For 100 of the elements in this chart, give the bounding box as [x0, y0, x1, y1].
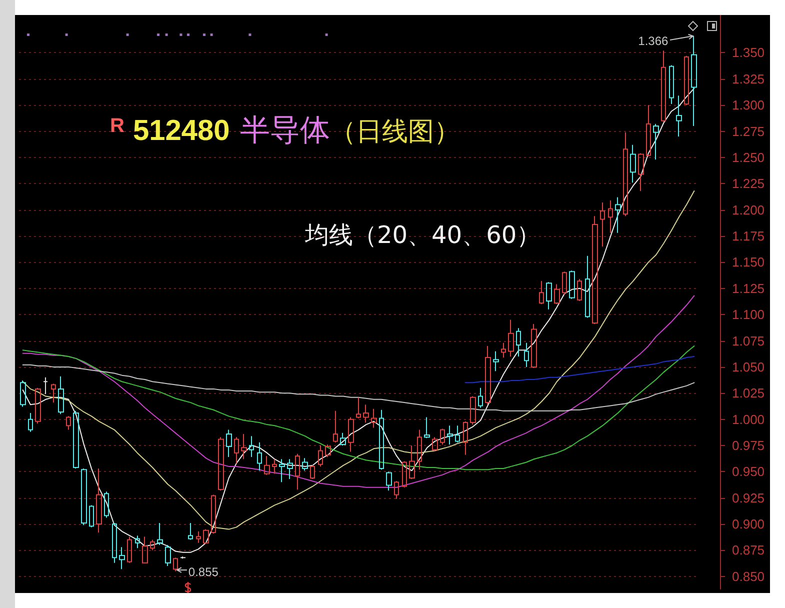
y-tick-label: 1.300: [732, 98, 765, 113]
candlestick: [394, 480, 399, 500]
candlestick: [440, 428, 445, 445]
candlestick: [211, 494, 216, 534]
candlestick: [638, 152, 644, 192]
y-tick-label: 1.150: [732, 254, 765, 270]
candlestick: [470, 396, 476, 426]
candlestick: [66, 416, 71, 430]
y-tick-label: 1.075: [732, 333, 765, 348]
line-series: [22, 345, 695, 470]
candlestick: [203, 528, 209, 544]
candlestick: [325, 444, 331, 458]
candlestick: [20, 380, 26, 408]
candlestick: [257, 442, 262, 472]
text: 512480 半导体: [133, 113, 330, 148]
candlestick: [363, 404, 369, 423]
annotation: 0.855: [188, 565, 218, 580]
candlestick: [241, 433, 247, 460]
candlestick: [402, 460, 407, 488]
candlestick: [81, 468, 87, 526]
candlestick: [562, 271, 567, 296]
line-series: [22, 295, 695, 488]
candlestick: [592, 216, 598, 324]
candlestick: [546, 282, 552, 310]
annotation: 1.366: [638, 34, 668, 48]
candlestick: [684, 55, 689, 106]
candlestick: [310, 464, 315, 480]
candlestick: [35, 387, 41, 424]
y-tick-label: 1.000: [732, 412, 765, 427]
candlestick: [356, 396, 361, 419]
candlestick: [73, 410, 79, 470]
candlestick: [272, 458, 277, 474]
y-tick-label: 1.100: [732, 307, 765, 322]
candlestick: [585, 255, 590, 318]
candlestick: [287, 458, 293, 480]
candlestick: [676, 95, 682, 138]
candlestick: [173, 557, 178, 572]
line-series: [464, 356, 695, 384]
line-series: [22, 364, 695, 412]
candlestick: [333, 410, 338, 443]
candlestick: [318, 445, 323, 467]
candlestick: [112, 522, 117, 564]
candlestick: [424, 416, 430, 439]
candlestick: [150, 539, 155, 551]
candlestick: [340, 432, 346, 446]
candlestick: [669, 64, 674, 105]
candlestick: [417, 429, 422, 470]
candlestick: [188, 522, 193, 540]
candlestick: [58, 376, 64, 415]
candlestick: [348, 416, 354, 452]
y-tick-label: 1.050: [732, 359, 765, 374]
candlestick: [478, 387, 483, 408]
y-tick-label: 1.200: [732, 202, 765, 218]
candlestick: [218, 436, 224, 492]
line-series: [22, 88, 695, 553]
candlestick: [630, 144, 636, 184]
candlestick: [608, 200, 613, 234]
candlestick: [615, 196, 621, 234]
candlestick: [524, 342, 529, 368]
candlestick: [432, 436, 438, 452]
y-tick-label: 0.925: [732, 490, 765, 506]
candlestick: [646, 104, 651, 157]
candlestick: [279, 458, 285, 483]
candlestick: [302, 458, 308, 472]
candlestick: [51, 383, 56, 404]
candlestick: [501, 342, 506, 358]
y-tick-label: 0.875: [732, 542, 765, 558]
candlestick: [127, 536, 132, 564]
text: （日线图）: [330, 117, 460, 147]
candlestick: [554, 284, 560, 305]
candlestick: [142, 536, 148, 564]
candlestick: [691, 35, 697, 127]
candlestick: [96, 468, 102, 533]
y-tick-label: 0.900: [732, 516, 765, 532]
candlestick: [653, 123, 659, 160]
y-tick-label: 0.975: [732, 438, 765, 453]
annotation: R: [110, 115, 124, 137]
candlestick: [371, 408, 377, 428]
candlestick: [463, 420, 468, 456]
candlestick: [508, 319, 514, 357]
candlestick: [485, 345, 491, 406]
y-tick-label: 1.225: [732, 176, 765, 192]
candlestick: [89, 504, 94, 528]
candlestick: [661, 50, 666, 122]
candlestick: [569, 270, 575, 300]
candlestick: [234, 436, 239, 464]
candlestick: [516, 328, 521, 357]
candlestick: [493, 350, 499, 372]
candlestick: [104, 491, 109, 518]
candlestick: [409, 445, 415, 480]
annotation: 均线（20、40、60）: [305, 221, 541, 249]
y-tick-label: 1.175: [732, 228, 765, 244]
candlestick: [531, 323, 537, 368]
candlestick: [539, 280, 544, 305]
candlestick: [386, 471, 392, 492]
candlestick: [455, 425, 460, 443]
candlestick: [165, 544, 171, 566]
candlestick: [295, 453, 300, 490]
candlestick: [226, 429, 232, 458]
candlestick: [264, 455, 270, 476]
